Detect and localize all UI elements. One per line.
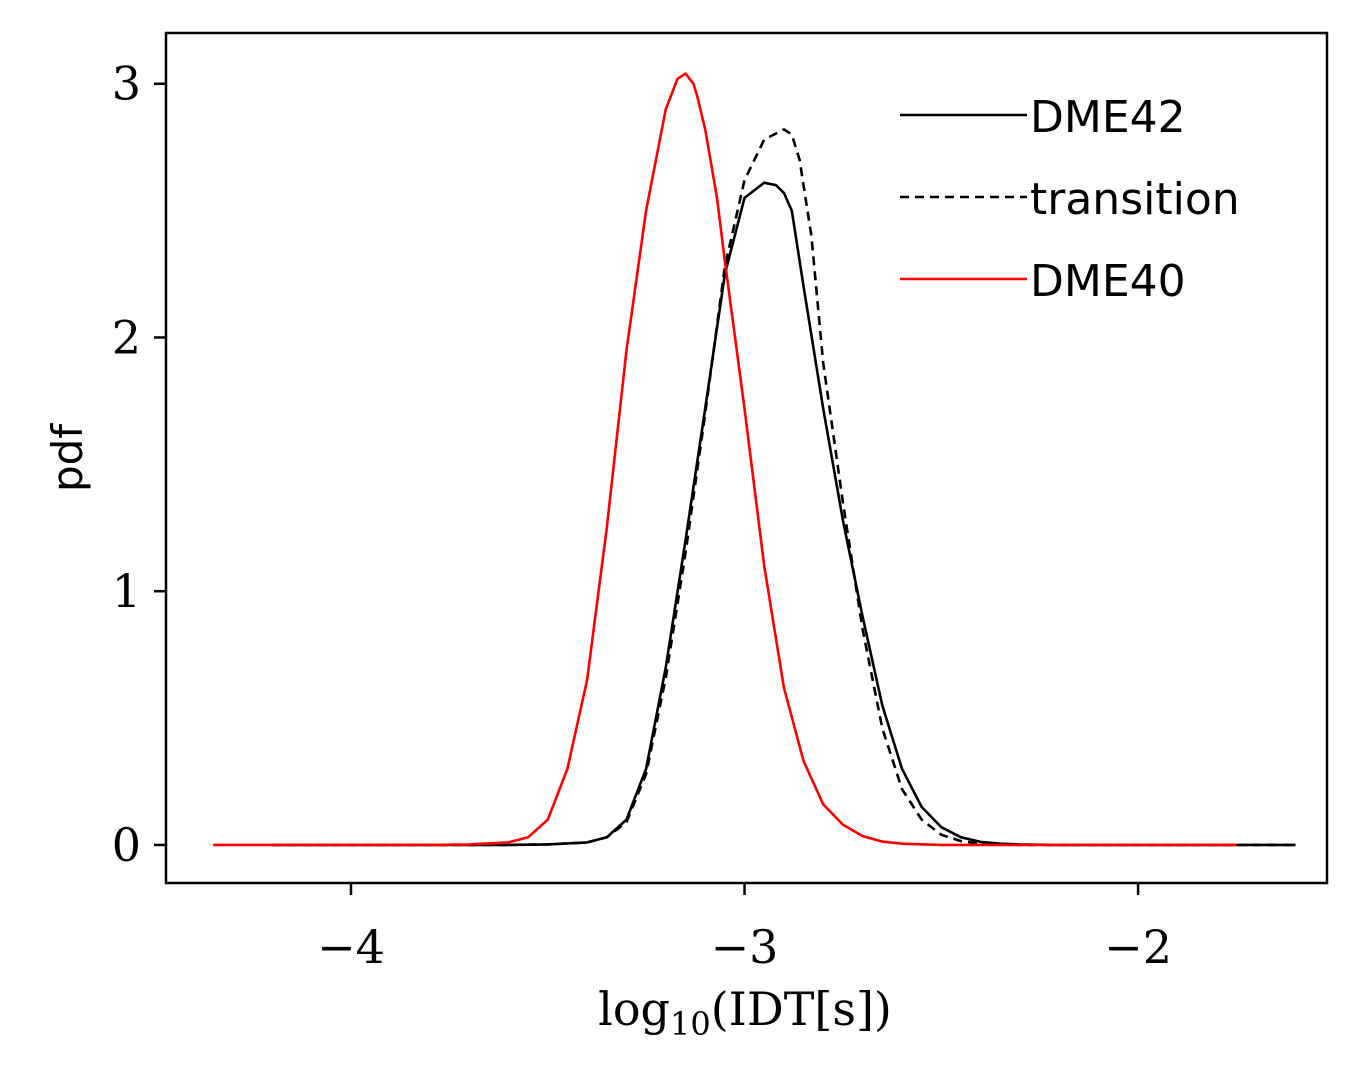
y-tick-label: 0 — [112, 818, 141, 872]
x-tick-label: −4 — [317, 920, 385, 974]
series-line-dme40 — [213, 72, 1237, 847]
y-axis-label: pdf — [43, 423, 92, 492]
x-axis-label-base: log — [598, 982, 670, 1036]
legend-label-dme42: DME42 — [1030, 92, 1186, 143]
x-axis-label: log10(IDT[s]) — [598, 982, 892, 1043]
x-tick-label: −3 — [711, 920, 779, 974]
legend: DME42 transition DME40 — [900, 92, 1240, 307]
series-layer — [213, 72, 1296, 847]
plot-frame — [164, 31, 1329, 885]
series-line-transition — [272, 128, 1296, 847]
x-axis-label-argument: (IDT[s]) — [711, 982, 892, 1036]
x-axis-ticks: −4 −3 −2 — [317, 883, 1172, 974]
y-tick-label: 1 — [112, 564, 141, 618]
x-axis-label-subscript: 10 — [670, 1005, 711, 1043]
x-tick-label: −2 — [1104, 920, 1172, 974]
y-tick-label: 2 — [112, 310, 141, 364]
legend-label-dme40: DME40 — [1030, 256, 1186, 307]
y-tick-label: 3 — [112, 57, 141, 111]
legend-label-transition: transition — [1030, 174, 1240, 225]
y-axis-ticks: 0 1 2 3 — [112, 57, 166, 872]
